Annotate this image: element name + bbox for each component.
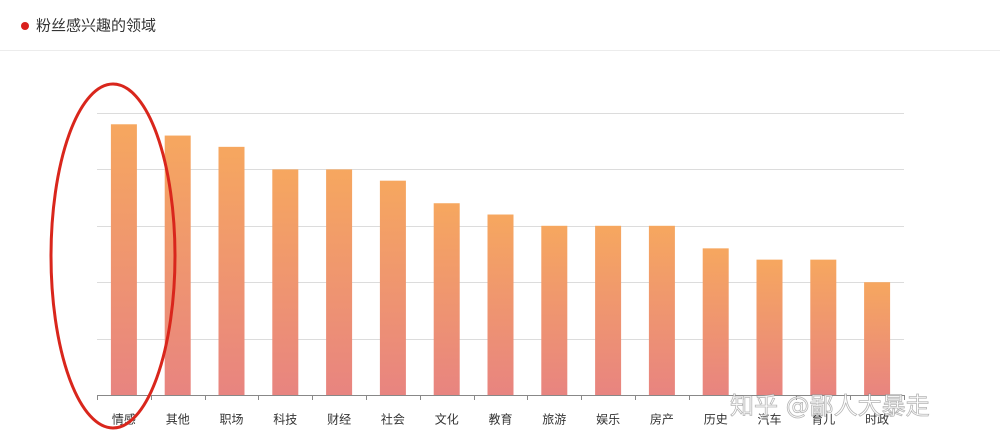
x-tick-label: 文化 bbox=[435, 412, 459, 427]
bar bbox=[272, 169, 299, 395]
bar bbox=[379, 180, 406, 395]
x-tick-label: 旅游 bbox=[542, 413, 566, 427]
bar bbox=[864, 282, 891, 395]
chart-title: 粉丝感兴趣的领域 bbox=[36, 17, 156, 35]
x-tick-label: 教育 bbox=[488, 412, 512, 427]
title-dot bbox=[21, 22, 29, 30]
header bbox=[0, 0, 1000, 50]
x-tick-label: 科技 bbox=[273, 413, 297, 427]
x-tick-label: 房产 bbox=[650, 412, 674, 427]
bar bbox=[756, 259, 783, 395]
bar bbox=[541, 225, 568, 395]
bar bbox=[433, 203, 460, 395]
bar bbox=[810, 259, 837, 395]
bar bbox=[648, 225, 675, 395]
x-tick-label: 时政 bbox=[865, 413, 889, 427]
x-tick-label: 其他 bbox=[166, 413, 190, 427]
watermark: 知乎 @鄙人大暴走 bbox=[730, 392, 930, 420]
bar bbox=[218, 146, 245, 395]
bar bbox=[702, 248, 729, 395]
x-tick-label: 财经 bbox=[327, 413, 351, 427]
bar bbox=[487, 214, 514, 395]
highlight-ellipse bbox=[49, 82, 177, 430]
x-tick-label: 娱乐 bbox=[596, 413, 620, 427]
bar bbox=[595, 225, 622, 395]
x-tick-label: 历史 bbox=[704, 413, 728, 427]
bar bbox=[326, 169, 353, 395]
x-tick-label: 社会 bbox=[381, 412, 405, 427]
x-tick-label: 职场 bbox=[219, 413, 243, 427]
x-tick-label: 汽车 bbox=[757, 412, 781, 427]
x-tick-label: 育儿 bbox=[811, 412, 835, 427]
bar bbox=[110, 124, 137, 395]
